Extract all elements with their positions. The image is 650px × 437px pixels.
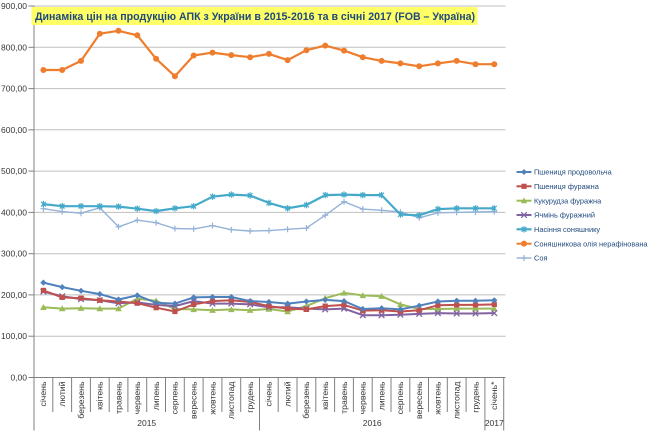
svg-text:0,00: 0,00: [10, 373, 27, 383]
svg-text:січень: січень: [38, 381, 48, 406]
svg-text:Пшениця фуражна: Пшениця фуражна: [534, 182, 600, 191]
svg-text:грудень: грудень: [470, 381, 480, 413]
svg-text:травень: травень: [339, 381, 349, 414]
svg-text:липень: липень: [376, 381, 386, 410]
svg-text:2017: 2017: [485, 418, 504, 428]
svg-text:червень: червень: [132, 381, 142, 414]
svg-text:Пшениця продовольча: Пшениця продовольча: [534, 168, 613, 177]
svg-text:500,00: 500,00: [1, 166, 27, 176]
svg-text:листопад: листопад: [452, 382, 462, 420]
svg-text:Динаміка цін на продукцію АПК: Динаміка цін на продукцію АПК з України …: [35, 11, 475, 23]
svg-text:серпень: серпень: [395, 381, 405, 414]
svg-text:листопад: листопад: [226, 382, 236, 420]
svg-text:жовтень: жовтень: [207, 381, 217, 415]
svg-text:Ячмінь фуражний: Ячмінь фуражний: [534, 211, 595, 220]
svg-text:квітень: квітень: [320, 381, 330, 410]
svg-text:Соя: Соя: [534, 254, 547, 263]
svg-text:2016: 2016: [363, 418, 382, 428]
svg-text:800,00: 800,00: [1, 42, 27, 52]
svg-text:Насіння соняшнику: Насіння соняшнику: [534, 225, 600, 234]
svg-text:вересень: вересень: [189, 381, 199, 419]
svg-text:квітень: квітень: [95, 381, 105, 410]
svg-text:Кукурудза фуражна: Кукурудза фуражна: [534, 196, 602, 205]
svg-text:700,00: 700,00: [1, 84, 27, 94]
svg-text:200,00: 200,00: [1, 290, 27, 300]
svg-text:серпень: серпень: [170, 381, 180, 414]
svg-text:Соняшникова олія нерафінована: Соняшникова олія нерафінована: [534, 239, 648, 248]
svg-text:травень: травень: [113, 381, 123, 414]
svg-text:лютий: лютий: [282, 381, 292, 406]
svg-text:300,00: 300,00: [1, 249, 27, 259]
svg-text:400,00: 400,00: [1, 207, 27, 217]
svg-text:лютий: лютий: [57, 381, 67, 406]
svg-text:січень*: січень*: [489, 381, 499, 410]
svg-text:600,00: 600,00: [1, 125, 27, 135]
svg-text:100,00: 100,00: [1, 331, 27, 341]
svg-text:900,00: 900,00: [1, 1, 27, 11]
svg-text:грудень: грудень: [245, 381, 255, 413]
svg-text:липень: липень: [151, 381, 161, 410]
svg-text:2015: 2015: [137, 418, 156, 428]
svg-text:січень: січень: [264, 381, 274, 406]
svg-text:червень: червень: [358, 381, 368, 414]
svg-text:вересень: вересень: [414, 381, 424, 419]
svg-text:жовтень: жовтень: [433, 381, 443, 415]
svg-text:березень: березень: [301, 381, 311, 419]
svg-text:березень: березень: [76, 381, 86, 419]
